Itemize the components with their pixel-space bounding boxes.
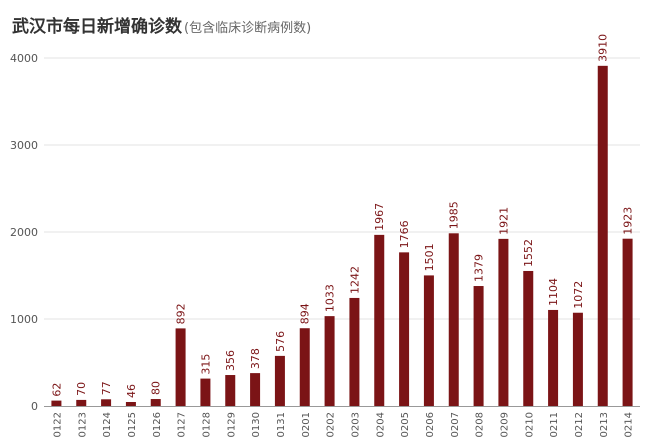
bar — [76, 399, 87, 406]
x-tick-label: 0128 — [201, 412, 212, 437]
x-tick-label: 0124 — [102, 412, 113, 437]
bar — [101, 399, 112, 406]
x-tick-label: 0214 — [624, 412, 635, 437]
bar — [324, 316, 335, 406]
x-tick-label: 0123 — [77, 412, 88, 437]
data-label: 62 — [50, 383, 63, 397]
data-label: 315 — [199, 354, 212, 375]
x-tick-label: 0205 — [400, 412, 411, 437]
x-tick-label: 0130 — [251, 412, 262, 437]
x-tick-label: 0213 — [599, 412, 610, 437]
data-label: 1967 — [373, 203, 386, 231]
x-tick-label: 0126 — [152, 412, 163, 437]
bar — [399, 252, 410, 406]
bar — [548, 309, 559, 406]
bar — [274, 355, 285, 406]
data-label: 1552 — [522, 239, 535, 267]
data-label: 576 — [274, 331, 287, 352]
bar — [498, 238, 509, 406]
y-tick-label: 4000 — [10, 52, 38, 65]
bar — [200, 378, 211, 406]
data-label: 1766 — [398, 220, 411, 248]
data-label: 77 — [100, 381, 113, 395]
x-tick-label: 0125 — [127, 412, 138, 437]
x-tick-label: 0131 — [276, 412, 287, 437]
y-tick-label: 3000 — [10, 139, 38, 152]
bar — [622, 238, 633, 406]
y-tick-label: 1000 — [10, 313, 38, 326]
bar — [473, 286, 484, 406]
bar — [125, 401, 136, 406]
y-tick-label: 0 — [31, 400, 38, 413]
bar — [374, 234, 385, 406]
bar — [572, 312, 583, 406]
x-tick-label: 0201 — [301, 412, 312, 437]
data-label: 80 — [150, 381, 163, 395]
x-tick-label: 0207 — [450, 412, 461, 437]
data-label: 1985 — [448, 201, 461, 229]
chart-subtitle: (包含临床诊断病例数) — [184, 21, 312, 36]
x-tick-label: 0210 — [524, 412, 535, 437]
data-label: 1379 — [473, 254, 486, 282]
bar — [349, 297, 360, 406]
x-tick-label: 0129 — [226, 412, 237, 437]
bar — [423, 275, 434, 406]
bar — [225, 375, 236, 406]
data-label: 1072 — [572, 281, 585, 309]
x-tick-label: 0204 — [375, 412, 386, 437]
data-label: 1501 — [423, 243, 436, 271]
x-tick-label: 0202 — [326, 412, 337, 437]
bar — [150, 399, 161, 406]
bar — [523, 270, 534, 406]
bar — [597, 65, 608, 406]
data-label: 1104 — [547, 278, 560, 306]
x-tick-label: 0127 — [177, 412, 188, 437]
y-tick-label: 2000 — [10, 226, 38, 239]
data-label: 1033 — [324, 284, 337, 312]
bar — [250, 373, 261, 406]
bar — [51, 400, 62, 406]
data-label: 70 — [75, 382, 88, 396]
x-tick-label: 0203 — [350, 412, 361, 437]
x-tick-label: 0208 — [475, 412, 486, 437]
data-label: 3910 — [597, 34, 610, 62]
x-tick-label: 0212 — [574, 412, 585, 437]
x-tick-label: 0209 — [499, 412, 510, 437]
data-label: 1923 — [622, 207, 635, 235]
x-tick-label: 0122 — [52, 412, 63, 437]
data-label: 1242 — [348, 266, 361, 294]
data-label: 892 — [175, 303, 188, 324]
data-label: 1921 — [497, 207, 510, 235]
bar — [299, 328, 310, 406]
data-label: 894 — [299, 303, 312, 324]
data-label: 356 — [224, 350, 237, 371]
x-tick-label: 0211 — [549, 412, 560, 437]
chart-title-row: 武汉市每日新增确诊数 (包含临床诊断病例数) — [12, 12, 311, 37]
chart-title: 武汉市每日新增确诊数 — [12, 17, 182, 37]
x-tick-label: 0206 — [425, 412, 436, 437]
bar — [175, 328, 186, 406]
data-label: 378 — [249, 348, 262, 369]
bar — [448, 233, 459, 406]
data-label: 46 — [125, 384, 138, 398]
